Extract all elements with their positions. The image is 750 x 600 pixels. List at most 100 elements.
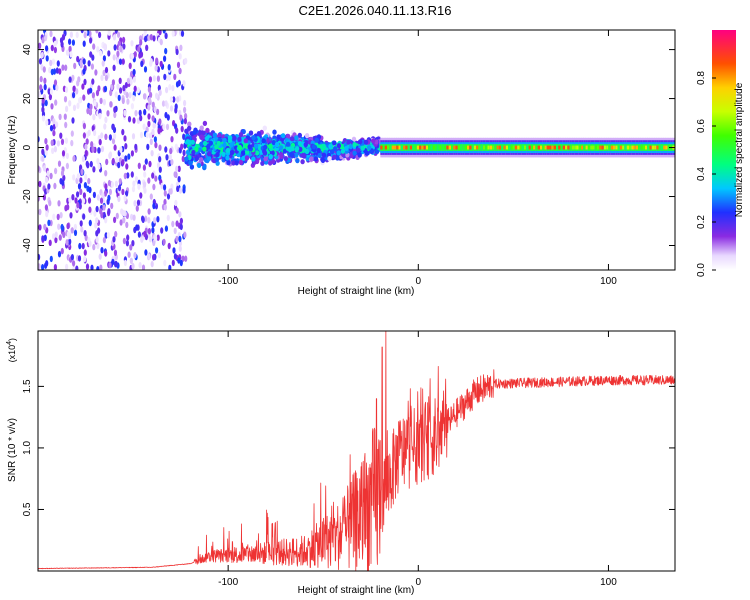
spectrogram-cell [89, 37, 93, 44]
spectrogram-cell [626, 145, 630, 150]
spectrogram-cell [654, 145, 657, 150]
spectrogram-cell [148, 96, 152, 104]
chart-title: C2E1.2026.040.11.13.R16 [299, 3, 452, 18]
spectrogram-cell [261, 138, 266, 144]
spectrogram-cell [225, 155, 230, 161]
spectrogram-cell [84, 149, 88, 157]
spectrogram-cell [102, 236, 106, 244]
spectrogram-cell [647, 145, 650, 150]
spectrogram-cell [177, 79, 181, 87]
spectrogram-cell [123, 195, 127, 202]
spectrogram-cell [71, 117, 75, 124]
spectrogram-cell [94, 222, 98, 229]
spectrogram-cell [91, 146, 95, 153]
spectrogram-cell [78, 97, 82, 104]
spectrogram-cell [528, 145, 532, 150]
spectrogram-cell [92, 243, 96, 251]
spectrogram-cell [138, 109, 142, 117]
spectrogram-cell [52, 213, 56, 220]
spectrogram-cell [53, 46, 58, 54]
spectrogram-cell [155, 57, 159, 64]
spectrogram-cell [638, 145, 641, 150]
spectrogram-cell [40, 51, 44, 59]
spectrogram-cell [48, 199, 52, 207]
spectrogram-cell [59, 132, 63, 139]
spectrogram-cell [328, 143, 333, 149]
spectrogram-cell [54, 231, 58, 238]
spectrogram-cell [451, 145, 454, 150]
spectrogram-cell [79, 188, 83, 195]
spectrogram-cell [80, 168, 84, 175]
spectrogram-cell [346, 139, 351, 145]
spectrogram-cell [241, 155, 246, 161]
spectrogram-cell [222, 137, 227, 143]
spectrogram-cell [119, 45, 123, 53]
spectrogram-cell [100, 74, 104, 82]
spectrogram-cell [38, 253, 41, 261]
spectrogram-cell [87, 60, 91, 67]
spectrogram-cell [287, 147, 293, 153]
spectrogram-cell [116, 31, 121, 38]
spectrogram-cell [118, 178, 122, 185]
spectrogram-cell [90, 264, 94, 270]
colorbar-tick-label: 0.2 [696, 215, 707, 229]
spectrogram-cell [603, 145, 607, 150]
spectrogram-cell [119, 219, 123, 226]
spectrogram-cell [83, 182, 87, 189]
spectrogram-cell [121, 128, 125, 136]
spectrogram-cell [243, 138, 248, 144]
spectrogram-cell [45, 210, 49, 218]
spectrogram-cell [158, 166, 162, 173]
spectrogram-cell [336, 143, 342, 149]
spectrogram-cell [72, 104, 77, 112]
spectrogram-cell [117, 161, 121, 169]
spectrogram-cell [63, 113, 67, 120]
spectrogram-cell [629, 145, 632, 150]
spectrogram-cell [180, 143, 184, 150]
spectrogram-cell [173, 253, 177, 260]
spectrogram-cell [313, 156, 319, 162]
snr-y-label: SNR (10 * v/v) [7, 418, 18, 482]
spectrogram-cell [132, 117, 136, 124]
spectrogram-cell [41, 155, 45, 162]
spectrogram-cell [64, 64, 68, 71]
spectrogram-cell [44, 34, 48, 42]
spectrogram-cell [183, 231, 187, 239]
spectrogram-cell [416, 145, 420, 150]
spectrogram-cell [237, 144, 242, 150]
spectrogram-cell [253, 143, 259, 149]
spectrogram-cell [396, 145, 399, 150]
spectrogram-cell [104, 232, 108, 239]
spectrogram-cell [168, 264, 172, 270]
spectrogram-cell [180, 125, 184, 133]
spectrogram-cell [150, 150, 154, 157]
spectrogram-cell [73, 62, 77, 70]
spectrogram-cell [569, 145, 573, 150]
spectrogram-cell [87, 129, 91, 136]
spectrogram-cell [601, 145, 605, 150]
spectrogram-cell [229, 142, 234, 148]
colorbar-label: Normalized spectral amplitude [734, 82, 745, 217]
spectrogram-cell [149, 91, 153, 99]
spectrogram-cell [111, 123, 115, 131]
spectrogram-cell [50, 68, 54, 76]
spectrogram-cell [60, 138, 65, 145]
spectrogram-cell [382, 145, 386, 150]
spectrogram-cell [152, 122, 156, 129]
spectrogram-cell [52, 129, 56, 137]
spectrogram-cell [163, 73, 167, 81]
spectrogram-cell [188, 160, 193, 166]
spectrogram-cell [558, 145, 561, 150]
spectrogram-cell [81, 155, 85, 163]
spectrogram-cell [149, 193, 153, 200]
spectrogram-cell [92, 191, 96, 199]
spectrogram-cell [227, 135, 233, 141]
spectrogram-cell [47, 219, 51, 226]
spectrogram-cell [178, 187, 183, 194]
spectrogram-cell [553, 145, 557, 150]
spectrogram-cell [97, 85, 101, 92]
spectrogram-cell [162, 238, 166, 246]
spectrogram-cell [617, 145, 621, 150]
spectrogram-cell [108, 151, 113, 158]
spectrogram-cell [230, 149, 235, 155]
